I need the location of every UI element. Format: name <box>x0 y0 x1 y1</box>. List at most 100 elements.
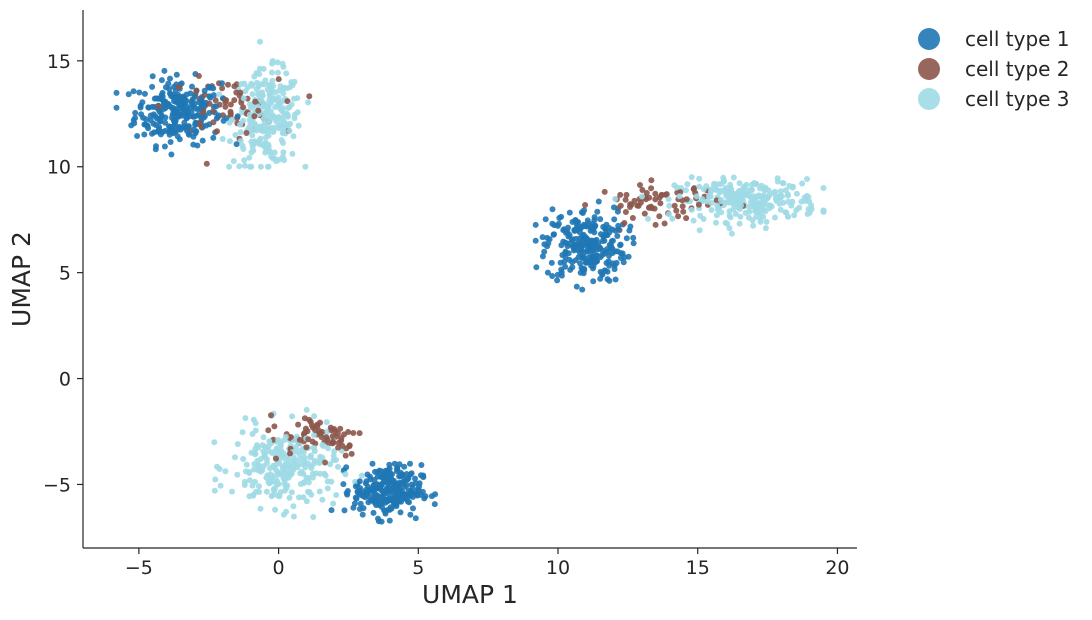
scatter-point <box>266 438 273 445</box>
scatter-point <box>280 140 286 146</box>
scatter-point <box>367 476 374 483</box>
scatter-point <box>785 213 791 220</box>
scatter-point <box>234 441 241 448</box>
scatter-point <box>141 131 148 138</box>
scatter-point <box>285 473 292 480</box>
legend-label: cell type 1 <box>965 27 1070 51</box>
scatter-point <box>387 470 394 477</box>
scatter-point <box>373 502 380 508</box>
scatter-point <box>214 128 220 135</box>
scatter-point <box>717 187 724 194</box>
scatter-point <box>260 65 267 72</box>
scatter-point <box>306 416 313 423</box>
scatter-point <box>589 224 595 231</box>
scatter-point <box>298 447 305 454</box>
scatter-point <box>251 449 258 456</box>
scatter-point <box>763 218 770 225</box>
scatter-point <box>371 481 378 488</box>
scatter-point <box>656 213 663 220</box>
scatter-point <box>268 86 275 93</box>
scatter-point <box>562 263 569 270</box>
scatter-point <box>147 117 154 124</box>
scatter-point <box>240 95 247 102</box>
legend-marker <box>918 28 940 50</box>
scatter-point <box>249 482 256 489</box>
scatter-point <box>254 79 260 86</box>
scatter-point <box>329 438 336 445</box>
scatter-point <box>751 180 758 186</box>
scatter-point <box>234 113 241 120</box>
scatter-point <box>699 196 706 203</box>
scatter-point <box>601 188 608 195</box>
scatter-point <box>250 416 257 423</box>
scatter-point <box>676 193 683 200</box>
scatter-point <box>257 38 263 45</box>
scatter-point <box>738 198 745 205</box>
scatter-point <box>324 478 331 485</box>
scatter-point <box>248 163 255 170</box>
scatter-point <box>594 208 601 215</box>
scatter-point <box>152 146 159 153</box>
scatter-point <box>167 75 173 82</box>
scatter-point <box>317 419 323 426</box>
scatter-point <box>307 454 314 461</box>
scatter-point <box>295 122 302 129</box>
scatter-point <box>606 224 612 231</box>
scatter-point <box>735 204 741 211</box>
scatter-point <box>612 196 619 202</box>
x-tick-label: −5 <box>125 557 153 579</box>
scatter-point <box>206 110 213 116</box>
scatter-point <box>286 104 293 111</box>
scatter-point <box>350 430 357 436</box>
scatter-point <box>213 115 220 122</box>
scatter-point <box>184 109 191 116</box>
scatter-point <box>718 198 725 205</box>
scatter-point <box>176 124 183 130</box>
scatter-point <box>271 149 278 156</box>
scatter-point <box>700 216 707 222</box>
scatter-point <box>237 129 244 136</box>
scatter-point <box>249 141 256 148</box>
scatter-point <box>302 163 309 170</box>
scatter-point <box>786 182 793 189</box>
scatter-point <box>746 208 753 215</box>
scatter-point <box>370 486 377 493</box>
y-axis-title: UMAP 2 <box>7 231 36 327</box>
scatter-point <box>635 202 642 209</box>
scatter-point <box>155 103 162 110</box>
legend-marker <box>918 88 940 110</box>
scatter-point <box>713 186 719 193</box>
scatter-point <box>661 220 668 227</box>
x-tick-label: 15 <box>686 557 710 579</box>
scatter-point <box>327 461 334 468</box>
scatter-point <box>573 283 580 290</box>
scatter-point <box>241 157 248 164</box>
scatter-point <box>708 207 715 213</box>
scatter-point <box>232 454 238 461</box>
scatter-point <box>276 460 283 467</box>
scatter-point <box>737 213 744 220</box>
scatter-point <box>323 434 330 441</box>
axes: −5 0 5 10 15 20 −5 0 5 10 15 UMAP 1 UMAP 2 <box>7 10 857 609</box>
scatter-point <box>337 425 344 432</box>
scatter-point <box>693 193 700 200</box>
scatter-point <box>760 213 767 220</box>
scatter-point <box>284 482 291 489</box>
scatter-point <box>201 102 208 109</box>
scatter-point <box>319 454 326 461</box>
scatter-point <box>113 89 120 96</box>
scatter-point <box>401 483 408 490</box>
scatter-point <box>297 470 304 477</box>
scatter-point <box>203 122 209 129</box>
scatter-point <box>272 104 279 111</box>
scatter-point <box>541 248 548 255</box>
scatter-point <box>673 207 680 214</box>
scatter-point <box>288 489 295 496</box>
scatter-point <box>212 97 219 104</box>
scatter-point <box>630 240 637 247</box>
scatter-point <box>675 213 682 220</box>
scatter-point <box>378 497 385 504</box>
scatter-point <box>614 208 621 215</box>
scatter-point <box>798 198 805 205</box>
